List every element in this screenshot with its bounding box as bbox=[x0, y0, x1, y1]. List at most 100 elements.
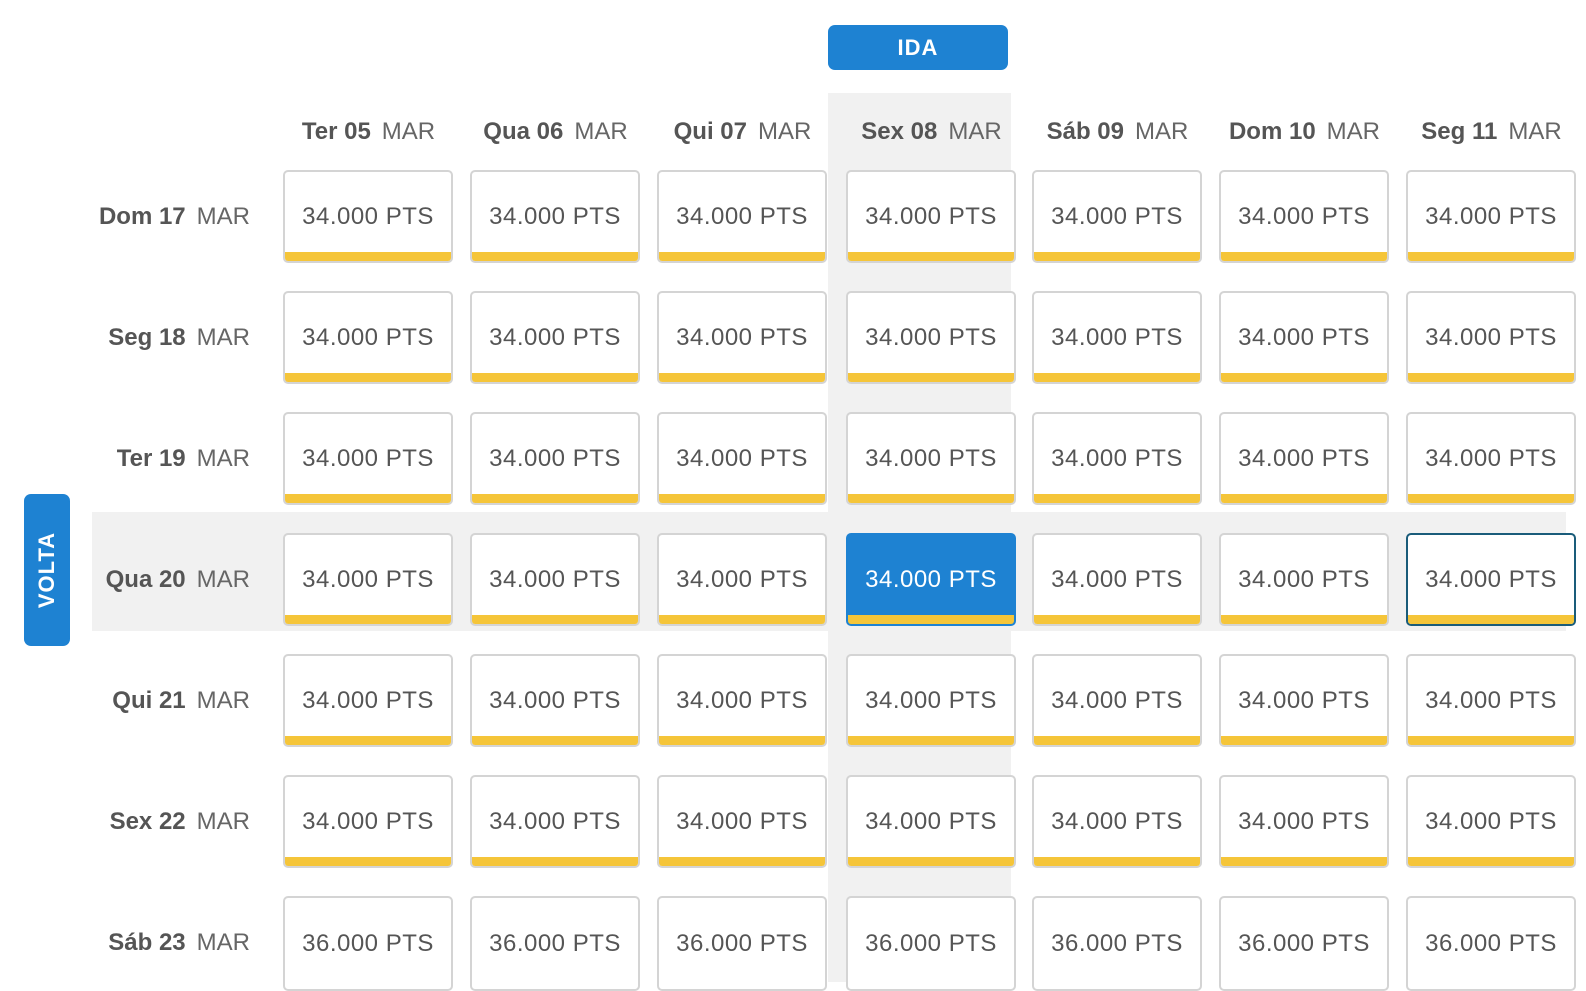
availability-bar bbox=[1408, 373, 1574, 382]
price-cell[interactable]: 34.000 PTS bbox=[1032, 291, 1202, 384]
price-value: 36.000 PTS bbox=[302, 929, 434, 957]
price-value: 34.000 PTS bbox=[1238, 686, 1370, 714]
price-value: 34.000 PTS bbox=[1425, 202, 1557, 230]
availability-bar bbox=[659, 857, 825, 866]
availability-bar bbox=[1408, 252, 1574, 261]
price-cell[interactable]: 36.000 PTS bbox=[846, 896, 1016, 991]
price-cell[interactable]: 34.000 PTS bbox=[1406, 775, 1576, 868]
price-cell[interactable]: 36.000 PTS bbox=[1032, 896, 1202, 991]
availability-bar bbox=[285, 494, 451, 503]
price-cell[interactable]: 34.000 PTS bbox=[1406, 291, 1576, 384]
price-cell[interactable]: 36.000 PTS bbox=[470, 896, 640, 991]
availability-bar bbox=[1408, 736, 1574, 745]
price-cell[interactable]: 34.000 PTS bbox=[657, 412, 827, 505]
header-month: MAR bbox=[1326, 118, 1381, 145]
price-cell[interactable]: 34.000 PTS bbox=[657, 533, 827, 626]
availability-bar bbox=[1034, 373, 1200, 382]
price-cell[interactable]: 34.000 PTS bbox=[283, 412, 453, 505]
price-value: 34.000 PTS bbox=[1051, 565, 1183, 593]
price-value: 34.000 PTS bbox=[1238, 444, 1370, 472]
price-cell[interactable]: 34.000 PTS bbox=[657, 775, 827, 868]
price-cell[interactable]: 34.000 PTS bbox=[1032, 170, 1202, 263]
price-cell[interactable]: 36.000 PTS bbox=[283, 896, 453, 991]
availability-bar bbox=[1034, 615, 1200, 624]
price-cell[interactable]: 36.000 PTS bbox=[1406, 896, 1576, 991]
row-day: Dom 17 bbox=[98, 203, 186, 230]
header-day: Dom 10 bbox=[1228, 118, 1316, 145]
price-cell[interactable]: 34.000 PTS bbox=[846, 412, 1016, 505]
price-cell[interactable]: 34.000 PTS bbox=[657, 291, 827, 384]
departure-date-header: Qui 07 MAR bbox=[650, 112, 835, 152]
availability-bar bbox=[659, 252, 825, 261]
price-cell[interactable]: 34.000 PTS bbox=[470, 654, 640, 747]
price-value: 34.000 PTS bbox=[865, 686, 997, 714]
price-cell[interactable]: 34.000 PTS bbox=[283, 654, 453, 747]
price-cell[interactable]: 34.000 PTS bbox=[1032, 775, 1202, 868]
price-cell[interactable]: 34.000 PTS bbox=[283, 291, 453, 384]
price-cell[interactable]: 34.000 PTS bbox=[1219, 654, 1389, 747]
price-cell[interactable]: 34.000 PTS bbox=[1406, 412, 1576, 505]
price-cell[interactable]: 34.000 PTS bbox=[1219, 291, 1389, 384]
price-cell[interactable]: 34.000 PTS bbox=[846, 170, 1016, 263]
price-cell[interactable]: 34.000 PTS bbox=[657, 170, 827, 263]
availability-bar bbox=[472, 857, 638, 866]
price-value: 34.000 PTS bbox=[865, 565, 997, 593]
header-day: Sáb 09 bbox=[1046, 118, 1125, 145]
price-cell[interactable]: 34.000 PTS bbox=[470, 170, 640, 263]
availability-bar bbox=[285, 736, 451, 745]
price-value: 34.000 PTS bbox=[1051, 807, 1183, 835]
price-value: 34.000 PTS bbox=[676, 686, 808, 714]
availability-bar bbox=[1034, 252, 1200, 261]
row-day: Ter 19 bbox=[116, 445, 186, 472]
price-cell[interactable]: 36.000 PTS bbox=[1219, 896, 1389, 991]
price-value: 34.000 PTS bbox=[1425, 444, 1557, 472]
row-month: MAR bbox=[196, 929, 250, 956]
price-cell[interactable]: 34.000 PTS bbox=[1406, 170, 1576, 263]
header-month: MAR bbox=[381, 118, 436, 145]
price-cell[interactable]: 36.000 PTS bbox=[657, 896, 827, 991]
price-value: 34.000 PTS bbox=[1051, 202, 1183, 230]
departure-date-header: Ter 05 MAR bbox=[276, 112, 461, 152]
price-cell[interactable]: 34.000 PTS bbox=[846, 533, 1016, 626]
departure-date-header: Dom 10 MAR bbox=[1212, 112, 1397, 152]
price-cell[interactable]: 34.000 PTS bbox=[846, 775, 1016, 868]
availability-bar bbox=[1221, 252, 1387, 261]
price-value: 34.000 PTS bbox=[676, 323, 808, 351]
availability-bar bbox=[1408, 615, 1574, 624]
row-month: MAR bbox=[196, 566, 250, 593]
availability-bar bbox=[472, 373, 638, 382]
price-value: 34.000 PTS bbox=[865, 807, 997, 835]
price-cell[interactable]: 34.000 PTS bbox=[1406, 654, 1576, 747]
header-month: MAR bbox=[758, 118, 812, 145]
price-cell[interactable]: 34.000 PTS bbox=[470, 412, 640, 505]
price-cell[interactable]: 34.000 PTS bbox=[283, 533, 453, 626]
price-cell[interactable]: 34.000 PTS bbox=[470, 533, 640, 626]
price-cell[interactable]: 34.000 PTS bbox=[1219, 412, 1389, 505]
price-cell[interactable]: 34.000 PTS bbox=[1219, 775, 1389, 868]
price-value: 34.000 PTS bbox=[1238, 323, 1370, 351]
price-value: 34.000 PTS bbox=[676, 807, 808, 835]
price-cell[interactable]: 34.000 PTS bbox=[1032, 533, 1202, 626]
price-value: 34.000 PTS bbox=[302, 686, 434, 714]
price-cell[interactable]: 34.000 PTS bbox=[1219, 170, 1389, 263]
price-cell[interactable]: 34.000 PTS bbox=[470, 291, 640, 384]
departure-date-header: Sáb 09 MAR bbox=[1025, 112, 1210, 152]
header-month: MAR bbox=[1135, 118, 1189, 145]
price-cell[interactable]: 34.000 PTS bbox=[470, 775, 640, 868]
price-cell[interactable]: 34.000 PTS bbox=[283, 170, 453, 263]
availability-bar bbox=[1408, 857, 1574, 866]
price-value: 34.000 PTS bbox=[865, 444, 997, 472]
price-cell[interactable]: 34.000 PTS bbox=[1032, 412, 1202, 505]
price-cell[interactable]: 34.000 PTS bbox=[283, 775, 453, 868]
price-cell[interactable]: 34.000 PTS bbox=[1406, 533, 1576, 626]
price-cell[interactable]: 34.000 PTS bbox=[1032, 654, 1202, 747]
price-cell[interactable]: 34.000 PTS bbox=[1219, 533, 1389, 626]
availability-bar bbox=[659, 615, 825, 624]
availability-bar bbox=[1221, 494, 1387, 503]
availability-bar bbox=[285, 373, 451, 382]
price-cell[interactable]: 34.000 PTS bbox=[657, 654, 827, 747]
header-day: Qua 06 bbox=[483, 118, 564, 145]
price-cell[interactable]: 34.000 PTS bbox=[846, 654, 1016, 747]
price-cell[interactable]: 34.000 PTS bbox=[846, 291, 1016, 384]
price-value: 34.000 PTS bbox=[676, 202, 808, 230]
